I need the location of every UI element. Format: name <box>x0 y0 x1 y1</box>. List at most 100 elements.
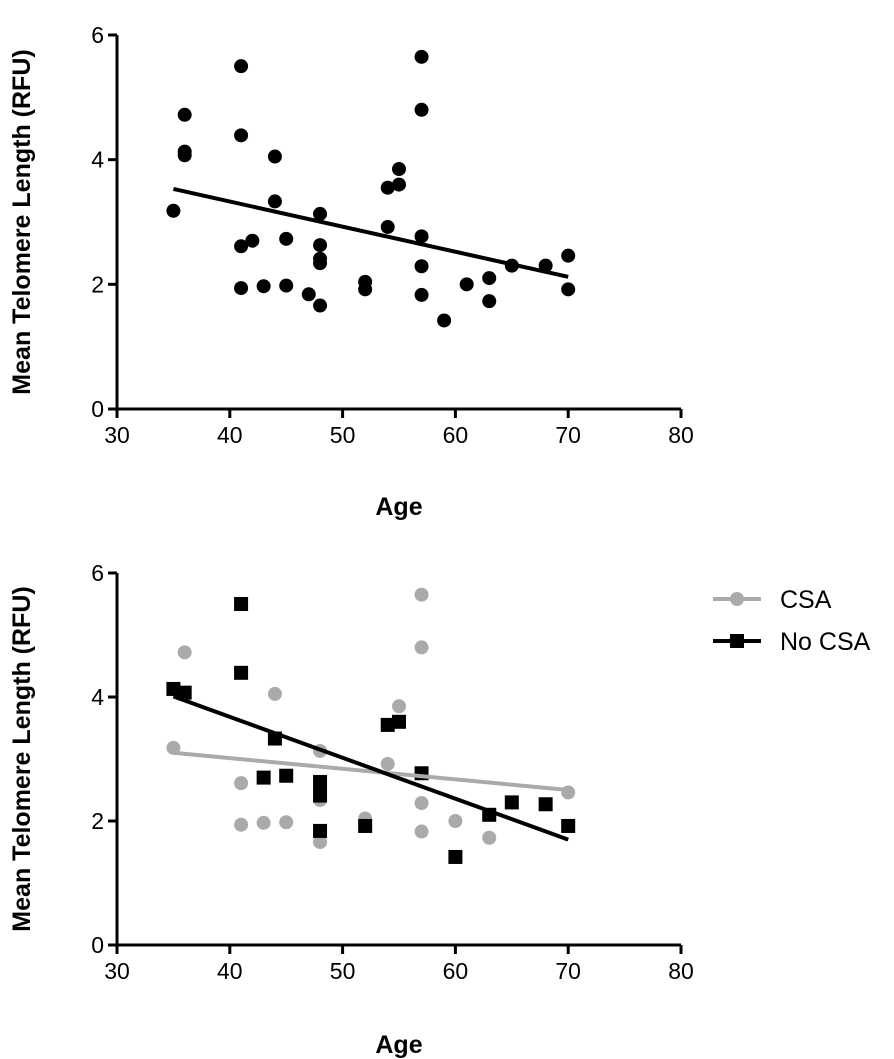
y-tick-label: 6 <box>91 22 104 48</box>
data-point-square <box>234 665 249 680</box>
legend: CSA No CSA <box>713 586 871 656</box>
data-point-circle <box>437 313 452 328</box>
data-point-circle <box>414 229 429 244</box>
data-point-circle <box>245 233 260 248</box>
data-point-circle <box>414 287 429 302</box>
data-point-circle <box>392 699 406 714</box>
data-point-circle <box>482 271 497 286</box>
data-point-square <box>313 774 328 789</box>
data-point-circle <box>234 776 249 791</box>
data-point-square <box>313 788 328 803</box>
legend-marker-circle <box>730 592 744 606</box>
data-point-circle <box>234 59 249 74</box>
data-point-square <box>166 681 181 696</box>
y-tick-label: 6 <box>91 560 104 586</box>
data-point-circle <box>313 298 328 313</box>
data-point-square <box>177 685 192 700</box>
data-point-circle <box>414 587 429 602</box>
y-axis-label: Mean Telomere Length (RFU) <box>8 586 36 931</box>
data-point-circle <box>279 815 294 830</box>
data-point-circle <box>313 835 328 850</box>
data-point-circle <box>358 282 373 297</box>
chart-panel-1: 0 2 4 6 30 40 50 60 70 80 Age Mean Telomere Length … <box>8 22 694 521</box>
data-point-circle <box>313 206 328 221</box>
data-point-circle <box>414 49 429 64</box>
data-point-square <box>313 823 328 838</box>
data-point-square <box>256 770 271 785</box>
data-point-circle <box>279 231 294 246</box>
series-csa <box>166 587 576 850</box>
x-tick-label: 40 <box>217 958 243 984</box>
x-axis-label: Age <box>375 493 422 521</box>
data-point-circle <box>414 824 429 839</box>
x-tick-label: 30 <box>104 958 130 984</box>
x-tick-label: 70 <box>555 958 581 984</box>
data-point-square <box>234 597 249 611</box>
data-point-circle <box>459 277 474 292</box>
data-point-circle <box>561 248 576 263</box>
data-point-circle <box>234 817 249 832</box>
legend-marker-square <box>730 634 744 648</box>
data-point-circle <box>313 238 328 253</box>
data-point-circle <box>414 102 429 117</box>
y-tick-label: 0 <box>91 932 104 958</box>
y-axis-label: Mean Telomere Length (RFU) <box>8 49 36 394</box>
data-point-circle <box>392 177 406 192</box>
legend-label: CSA <box>780 586 832 614</box>
x-tick-label: 30 <box>104 422 130 448</box>
data-point-circle <box>177 148 192 163</box>
x-tick-label: 70 <box>555 422 581 448</box>
x-tick-label: 60 <box>443 422 469 448</box>
data-point-circle <box>177 645 192 660</box>
data-point-circle <box>392 162 406 177</box>
y-tick-label: 2 <box>91 271 104 297</box>
x-tick-label: 50 <box>330 958 356 984</box>
data-point-circle <box>482 294 497 309</box>
data-point-square <box>448 849 463 864</box>
data-point-square <box>279 768 294 783</box>
data-point-circle <box>380 756 395 771</box>
series-data <box>166 49 576 328</box>
data-point-circle <box>267 149 282 164</box>
data-point-square <box>561 818 576 833</box>
data-point-circle <box>380 219 395 234</box>
series-no-csa <box>166 597 576 864</box>
y-tick-label: 4 <box>91 147 104 173</box>
data-point-circle <box>313 256 328 271</box>
data-point-square <box>380 717 395 732</box>
data-point-square <box>392 714 406 729</box>
data-point-circle <box>177 107 192 122</box>
regression-line-no-csa <box>172 694 569 842</box>
data-point-circle <box>414 796 429 811</box>
x-tick-label: 50 <box>330 422 356 448</box>
data-point-circle <box>482 830 497 845</box>
regression-line-csa <box>173 750 569 792</box>
data-point-circle <box>256 815 271 830</box>
data-point-circle <box>267 194 282 209</box>
data-point-square <box>358 818 373 833</box>
data-point-square <box>538 797 553 812</box>
regression-line <box>172 187 569 279</box>
data-point-circle <box>380 180 395 195</box>
y-tick-label: 0 <box>91 396 104 422</box>
data-point-circle <box>267 686 282 701</box>
data-point-circle <box>279 278 294 293</box>
data-point-circle <box>561 282 576 297</box>
data-point-circle <box>414 259 429 274</box>
data-point-circle <box>234 239 249 254</box>
x-tick-label: 80 <box>668 958 694 984</box>
data-point-circle <box>414 640 429 655</box>
data-point-circle <box>166 203 181 218</box>
y-tick-label: 4 <box>91 684 104 710</box>
data-point-circle <box>448 814 463 828</box>
data-point-circle <box>234 128 249 143</box>
x-axis-label: Age <box>375 1031 422 1059</box>
data-point-circle <box>301 287 316 302</box>
x-tick-label: 40 <box>217 422 243 448</box>
chart-panel-2: 0 2 4 6 30 40 50 60 70 80 Age Mean Telomere Length … <box>8 560 871 1059</box>
data-point-circle <box>256 279 271 294</box>
x-tick-label: 60 <box>443 958 469 984</box>
y-tick-label: 2 <box>91 808 104 834</box>
legend-label: No CSA <box>780 628 871 656</box>
